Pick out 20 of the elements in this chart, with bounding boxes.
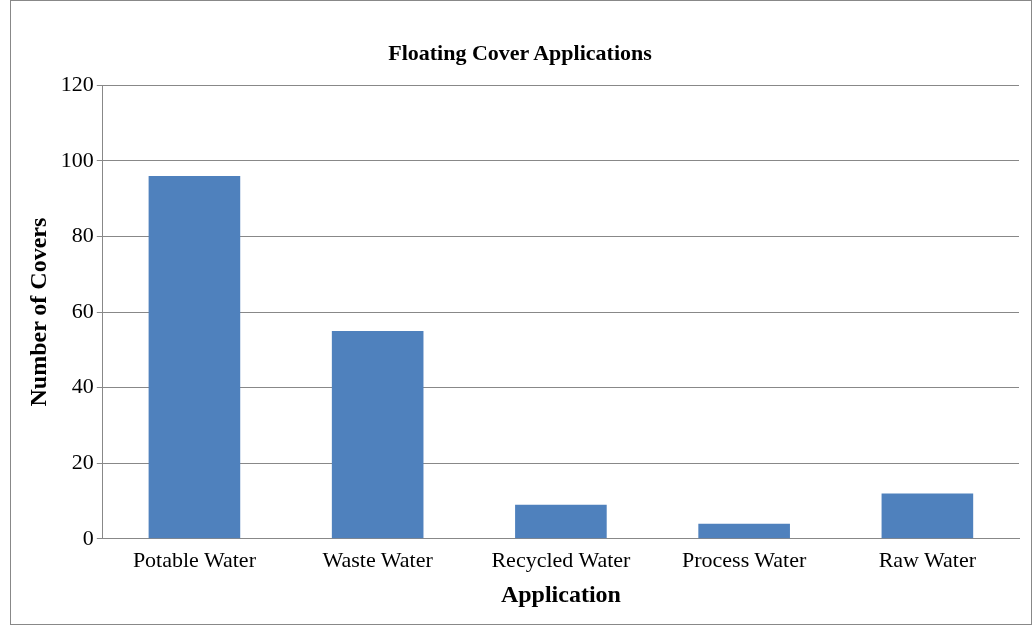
bar [698,523,790,539]
x-tick-label: Waste Water [322,546,434,572]
bar [331,330,424,539]
x-axis-title: Application [500,580,621,607]
y-tick-label: 120 [60,71,94,97]
bar [148,176,241,539]
bar [881,493,974,539]
y-axis-title: Number of Covers [24,217,51,407]
y-tick-label: 100 [60,146,94,172]
y-tick-label: 40 [71,373,94,399]
x-tick-label: Potable Water [132,546,257,572]
y-tick-label: 80 [71,222,94,248]
x-tick-label: Process Water [681,546,807,572]
y-tick-label: 60 [71,297,94,323]
bar [515,504,607,539]
x-tick-label: Recycled Water [491,546,632,572]
x-tick-label: Raw Water [878,546,977,572]
chart-title: Floating Cover Applications [388,39,653,65]
y-tick-label: 20 [71,449,94,475]
y-tick-label: 0 [82,524,94,550]
